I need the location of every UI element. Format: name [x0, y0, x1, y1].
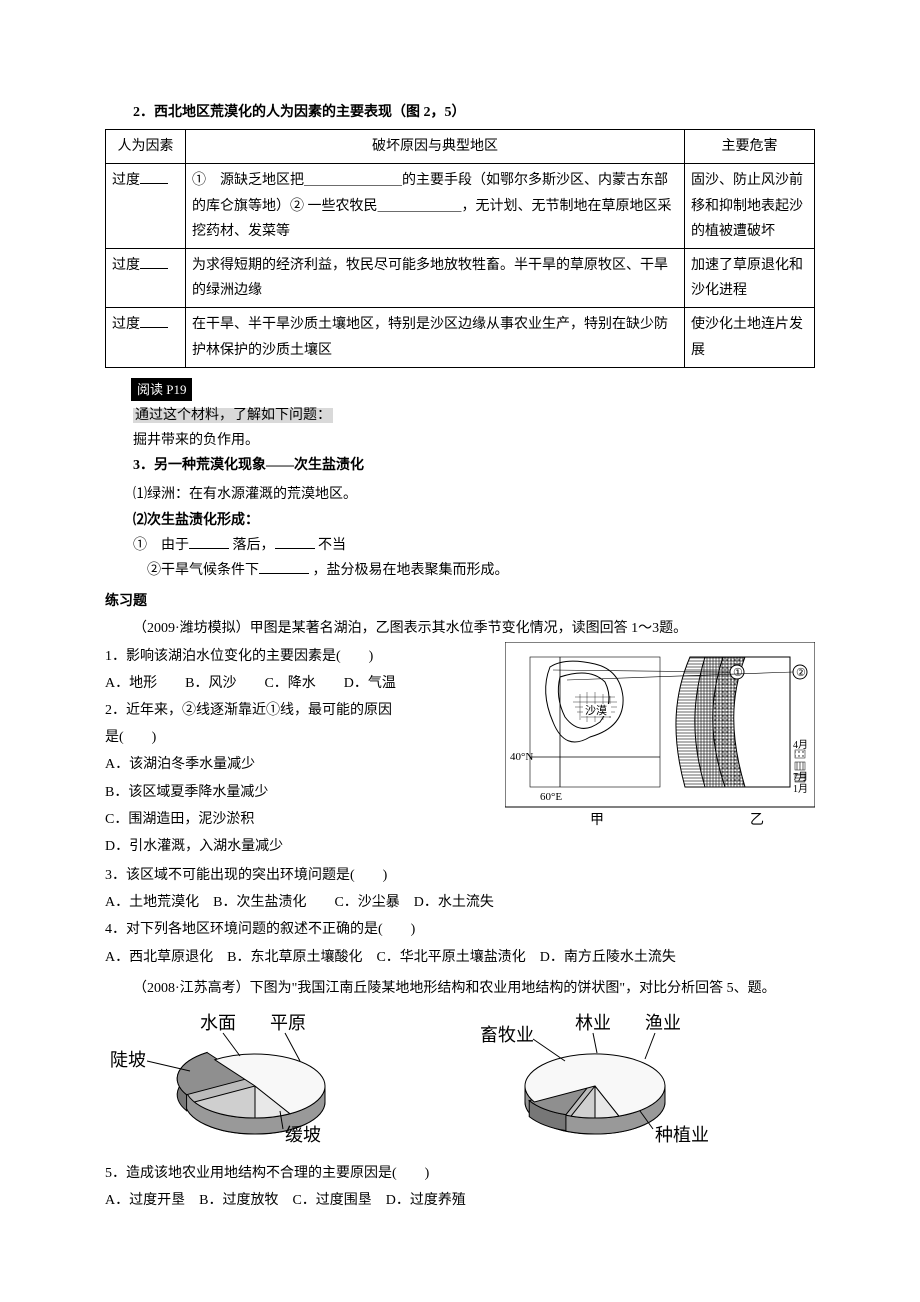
section-3-title: 3．另一种荒漠化现象——次生盐渍化 [105, 453, 815, 478]
factor-cell: 过度 [112, 317, 140, 332]
cause-cell: 为求得短期的经济利益，牧民尽可能多地放牧牲畜。半干旱的草原牧区、干旱的绿洲边缘 [186, 248, 685, 307]
svg-text:渔业: 渔业 [645, 1013, 681, 1033]
fill-text: 不当 [318, 538, 346, 553]
item-3-2-title: ⑵次生盐渍化形成： [105, 508, 815, 533]
harm-cell: 固沙、防止风沙前移和抑制地表起沙的植被遭破坏 [685, 164, 815, 249]
context-2: （2008·江苏高考）下图为"我国江南丘陵某地地形结构和农业用地结构的饼状图"，… [105, 976, 815, 1001]
pie-terrain: 陡坡 水面 平原缓坡 [105, 1011, 405, 1151]
lon-label: 60°E [540, 791, 562, 803]
caption-yi: 乙 [750, 812, 764, 828]
item-3-1: ⑴绿洲：在有水源灌溉的荒漠地区。 [105, 482, 815, 507]
question-5-options: A．过度开垦 B．过度放牧 C．过度围垦 D．过度养殖 [105, 1188, 815, 1213]
caption-jia: 甲 [590, 813, 604, 828]
factor-cell: 过度 [112, 173, 140, 188]
section-2-title: 2．西北地区荒漠化的人为因素的主要表现（图 2，5） [105, 100, 815, 125]
cause-cell: ① 源缺乏地区把＿＿＿＿＿＿＿的主要手段（如鄂尔多斯沙区、内蒙古东部的库仑旗等地… [186, 164, 685, 249]
table-header: 人为因素 [106, 130, 186, 164]
legend-apr: 4月 [793, 739, 808, 751]
question-2-opt-d: D．引水灌溉，入湖水量减少 [105, 834, 495, 859]
harm-cell: 加速了草原退化和沙化进程 [685, 248, 815, 307]
table-header: 主要危害 [685, 130, 815, 164]
table-row: 过度 在干旱、半干旱沙质土壤地区，特别是沙区边缘从事农业生产，特别在缺少防护林保… [106, 308, 815, 367]
svg-text:陡坡: 陡坡 [110, 1050, 146, 1070]
legend-jan: 1月 [793, 783, 808, 795]
human-factors-table: 人为因素 破坏原因与典型地区 主要危害 过度 ① 源缺乏地区把＿＿＿＿＿＿＿的主… [105, 129, 815, 368]
question-1-options: A．地形 B．风沙 C．降水 D．气温 [105, 671, 495, 696]
fill-text: ②干旱气候条件下 [147, 563, 259, 578]
question-2-opt-c: C．围湖造田，泥沙淤积 [105, 807, 495, 832]
harm-cell: 使沙化土地连片发展 [685, 308, 815, 367]
question-2: 2．近年来，②线逐渐靠近①线，最可能的原因 [105, 698, 495, 723]
question-4-options: A．西北草原退化 B．东北草原土壤酸化 C．华北平原土壤盐渍化 D．南方丘陵水土… [105, 945, 815, 970]
question-4: 4．对下列各地区环境问题的叙述不正确的是( ) [105, 917, 815, 942]
read-badge: 阅读 P19 [131, 378, 192, 401]
svg-text:缓坡: 缓坡 [285, 1125, 321, 1145]
circ-2: ② [796, 667, 806, 679]
fill-text: ，盐分极易在地表聚集而形成。 [313, 563, 509, 578]
cause-cell: 在干旱、半干旱沙质土壤地区，特别是沙区边缘从事农业生产，特别在缺少防护林保护的沙… [186, 308, 685, 367]
svg-text:种植业: 种植业 [655, 1125, 709, 1145]
table-row: 过度 为求得短期的经济利益，牧民尽可能多地放牧牲畜。半干旱的草原牧区、干旱的绿洲… [106, 248, 815, 307]
svg-text:畜牧业: 畜牧业 [480, 1025, 534, 1045]
well-text: 掘井带来的负作用。 [105, 428, 815, 453]
svg-text:平原: 平原 [270, 1013, 306, 1033]
svg-text:水面: 水面 [200, 1013, 236, 1033]
svg-text:林业: 林业 [575, 1013, 611, 1033]
desert-label: 沙漠 [585, 704, 607, 717]
question-1: 1．影响该湖泊水位变化的主要因素是( ) [105, 644, 495, 669]
lat-label: 40°N [510, 751, 533, 763]
exercise-header: 练习题 [105, 589, 815, 614]
table-header: 破坏原因与典型地区 [186, 130, 685, 164]
question-2b: 是( ) [105, 725, 495, 750]
question-2-opt-a: A．该湖泊冬季水量减少 [105, 752, 495, 777]
question-3-options: A．土地荒漠化 B．次生盐渍化 C．沙尘暴 D．水土流失 [105, 890, 815, 915]
circ-1: ① [733, 667, 743, 679]
pie-landuse: 畜牧业 林业 渔业种植业 [445, 1011, 745, 1151]
map-figure: 沙漠 40°N 60°E ① [505, 642, 815, 832]
question-2-opt-b: B．该区域夏季降水量减少 [105, 780, 495, 805]
fill-text: ① 由于 [133, 538, 189, 553]
question-5: 5．造成该地农业用地结构不合理的主要原因是( ) [105, 1161, 815, 1186]
question-3: 3．该区域不可能出现的突出环境问题是( ) [105, 863, 815, 888]
context-1: （2009·潍坊模拟）甲图是某著名湖泊，乙图表示其水位季节变化情况，读图回答 1… [105, 616, 815, 641]
fill-text: 落后， [233, 538, 275, 553]
gray-instruction: 通过这个材料，了解如下问题： [133, 408, 333, 423]
table-row: 过度 ① 源缺乏地区把＿＿＿＿＿＿＿的主要手段（如鄂尔多斯沙区、内蒙古东部的库仑… [106, 164, 815, 249]
factor-cell: 过度 [112, 258, 140, 273]
